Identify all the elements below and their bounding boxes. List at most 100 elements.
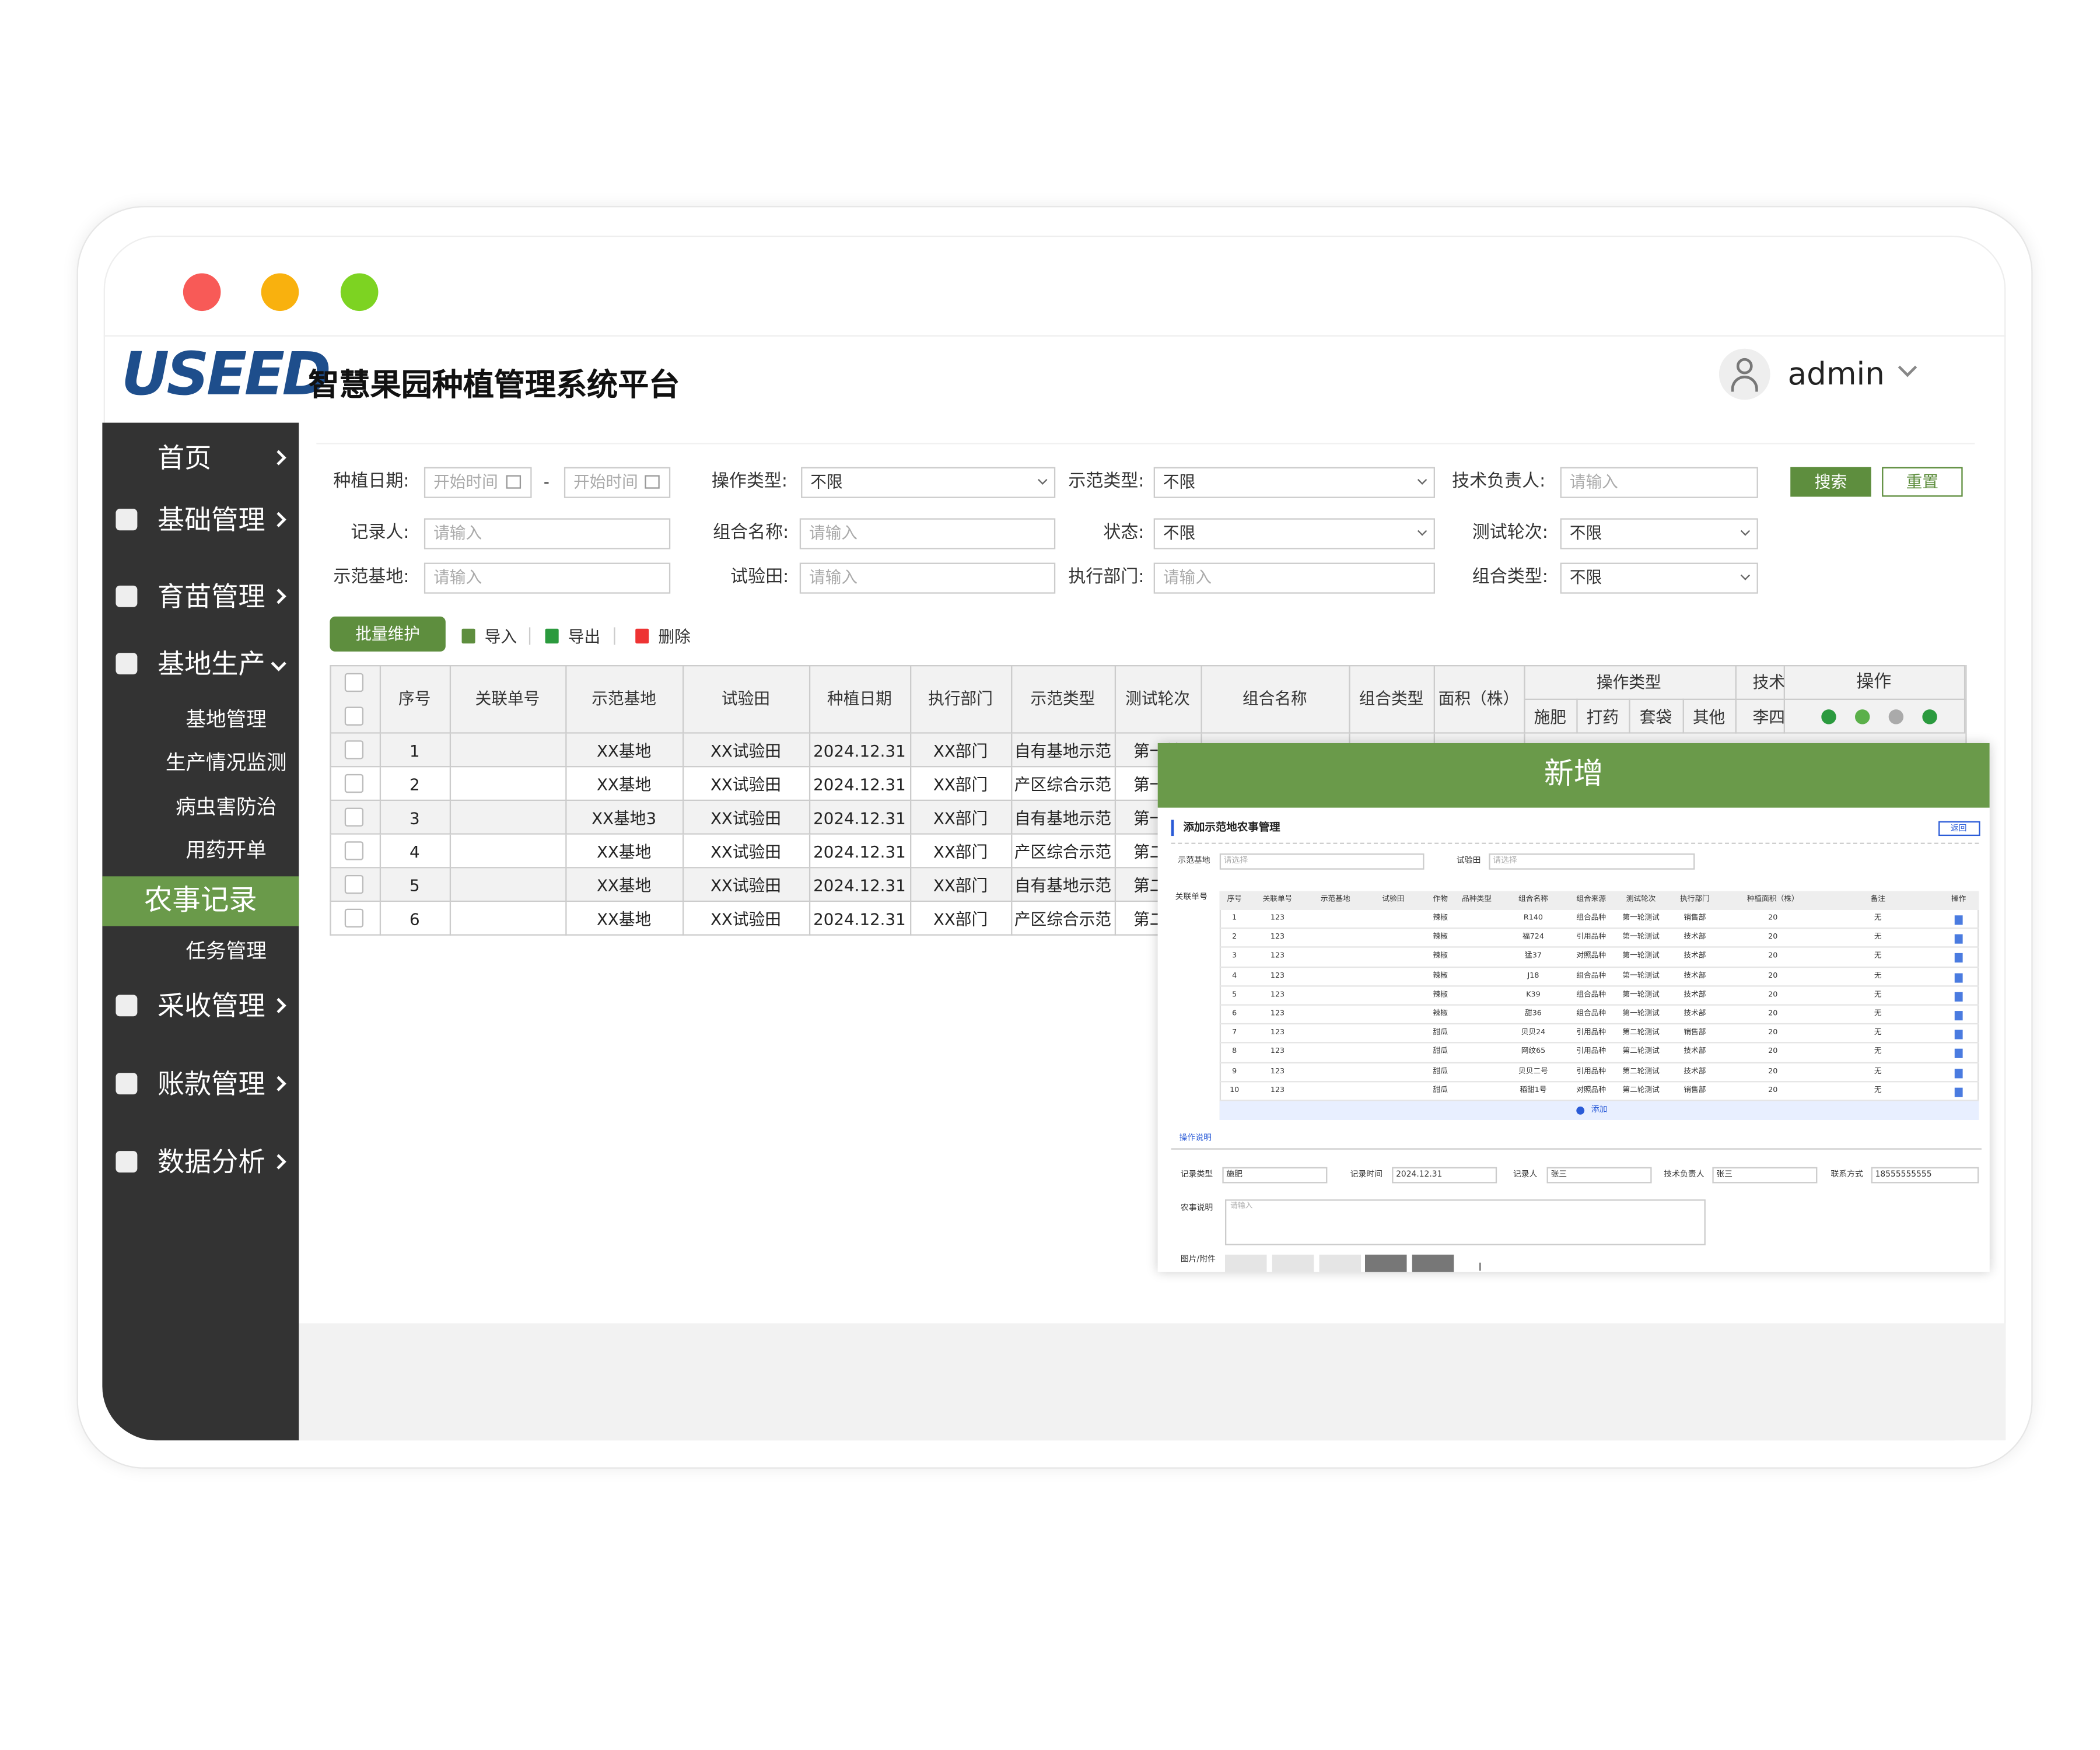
input[interactable] — [424, 518, 671, 550]
attachment-thumb — [1272, 1254, 1314, 1272]
sub-cell: 7 — [1232, 1029, 1237, 1037]
header-check[interactable] — [344, 706, 364, 726]
row-check[interactable] — [344, 841, 364, 860]
sub-cell: 对照品种 — [1576, 1086, 1606, 1095]
table-cell: 4 — [409, 842, 420, 862]
sidebar-item[interactable]: 基础管理 — [158, 503, 265, 536]
table-cell: XX部门 — [933, 910, 988, 929]
sub-cell: 组合品种 — [1576, 914, 1606, 923]
sidebar-item[interactable]: 采收管理 — [158, 989, 265, 1022]
sidebar-icon — [116, 585, 138, 607]
row-check[interactable] — [344, 875, 364, 894]
user-name[interactable]: admin — [1787, 357, 1885, 393]
sub-cell: 甜瓜 — [1433, 1067, 1448, 1076]
sidebar-item[interactable]: 任务管理 — [186, 939, 267, 964]
sub-cell: 123 — [1270, 1048, 1285, 1056]
action-icon[interactable] — [1888, 709, 1904, 724]
sub-cell: 福724 — [1522, 933, 1544, 942]
sub-cell: 辣椒 — [1433, 1010, 1448, 1019]
table-col-line — [808, 801, 811, 835]
search-button[interactable] — [1790, 467, 1871, 497]
input[interactable] — [1153, 562, 1435, 594]
table-cell: XX部门 — [933, 808, 988, 828]
input-placeholder: 请输入 — [433, 523, 482, 542]
select-value: 不限 — [1163, 473, 1196, 492]
select[interactable] — [801, 467, 1056, 498]
filter-label: 组合名称: — [713, 523, 789, 544]
toolbar-sep — [614, 627, 615, 645]
input[interactable] — [1560, 467, 1758, 498]
select[interactable] — [1560, 518, 1758, 550]
select-value: 不限 — [1569, 568, 1602, 587]
sub-header-cell: 种植面积（株） — [1746, 895, 1799, 904]
sidebar-item[interactable]: 农事记录 — [144, 884, 257, 916]
sub-cell: 稻甜1号 — [1520, 1086, 1547, 1095]
table-col-line — [379, 733, 382, 768]
action-icon[interactable] — [1821, 709, 1836, 724]
sidebar-icon — [116, 1151, 138, 1172]
table-sub-header: 套袋 — [1639, 708, 1672, 727]
sidebar-icon — [116, 509, 138, 531]
sub-cell: 甜瓜 — [1433, 1048, 1448, 1056]
table-col-line — [808, 834, 811, 869]
sidebar-item[interactable]: 育苗管理 — [158, 580, 265, 612]
sub-row — [1219, 967, 1979, 987]
table-cell: 2024.12.31 — [813, 842, 906, 862]
table-col-line — [565, 767, 567, 802]
select[interactable] — [1560, 562, 1758, 594]
sub-cell: 123 — [1270, 991, 1285, 999]
input[interactable] — [564, 467, 671, 498]
table-col-line — [682, 733, 684, 768]
input[interactable] — [799, 518, 1056, 550]
table-col-line — [808, 767, 811, 802]
sub-cell: 组合品种 — [1576, 971, 1606, 980]
back-button — [1938, 821, 1980, 836]
sidebar-item[interactable]: 基地管理 — [186, 707, 267, 732]
sidebar-item[interactable]: 基地生产 — [158, 648, 265, 680]
sub-cell: 辣椒 — [1433, 953, 1448, 961]
toolbar-icon — [635, 628, 649, 644]
sidebar-item[interactable]: 用药开单 — [186, 838, 267, 863]
sub-cell: 第二轮测试 — [1622, 1048, 1660, 1056]
batch-button[interactable] — [330, 616, 446, 652]
sub-cell: 20 — [1768, 1029, 1778, 1037]
sub-cell: 123 — [1270, 1010, 1285, 1019]
toolbar-item[interactable]: 删除 — [658, 627, 691, 646]
form-label: 记录类型 — [1180, 1170, 1213, 1180]
select[interactable] — [1153, 518, 1435, 550]
row-check[interactable] — [344, 774, 364, 793]
sidebar-item[interactable]: 账款管理 — [158, 1068, 265, 1100]
add-icon — [1576, 1106, 1585, 1115]
table-header-cell: 示范类型 — [1030, 689, 1096, 708]
sidebar-item[interactable]: 首页 — [158, 441, 212, 474]
sub-header-cell: 备注 — [1870, 895, 1885, 904]
table-header-cell: 组合类型 — [1359, 689, 1424, 708]
input[interactable] — [424, 467, 532, 498]
action-icon[interactable] — [1922, 709, 1937, 724]
row-check[interactable] — [344, 807, 364, 827]
row-check[interactable] — [344, 740, 364, 760]
form-label: 联系方式 — [1831, 1170, 1863, 1180]
input[interactable] — [424, 562, 671, 594]
header-check[interactable] — [344, 673, 364, 692]
toolbar-item[interactable]: 导入 — [484, 627, 517, 646]
calendar-icon — [506, 475, 522, 489]
input[interactable] — [799, 562, 1056, 594]
table-col-line — [449, 834, 452, 869]
sidebar-item[interactable]: 生产情况监测 — [165, 750, 287, 775]
table-col-line — [565, 868, 567, 902]
form-label: 技术负责人 — [1664, 1170, 1704, 1180]
reset-button[interactable] — [1882, 467, 1963, 497]
sidebar-item[interactable]: 数据分析 — [158, 1145, 265, 1178]
action-icon[interactable] — [1855, 709, 1870, 724]
input-placeholder: 请输入 — [1230, 1202, 1253, 1211]
sub-cell: 甜瓜 — [1433, 1029, 1448, 1037]
sub-cell: 第一轮测试 — [1622, 1010, 1660, 1019]
table-cell: 自有基地示范 — [1014, 741, 1112, 761]
select[interactable] — [1153, 467, 1435, 498]
sidebar-item[interactable]: 病虫害防治 — [176, 794, 277, 820]
table-group-header: 操作类型 — [1596, 673, 1661, 692]
table-col-line — [330, 868, 331, 902]
row-check[interactable] — [344, 908, 364, 928]
toolbar-item[interactable]: 导出 — [568, 627, 601, 646]
